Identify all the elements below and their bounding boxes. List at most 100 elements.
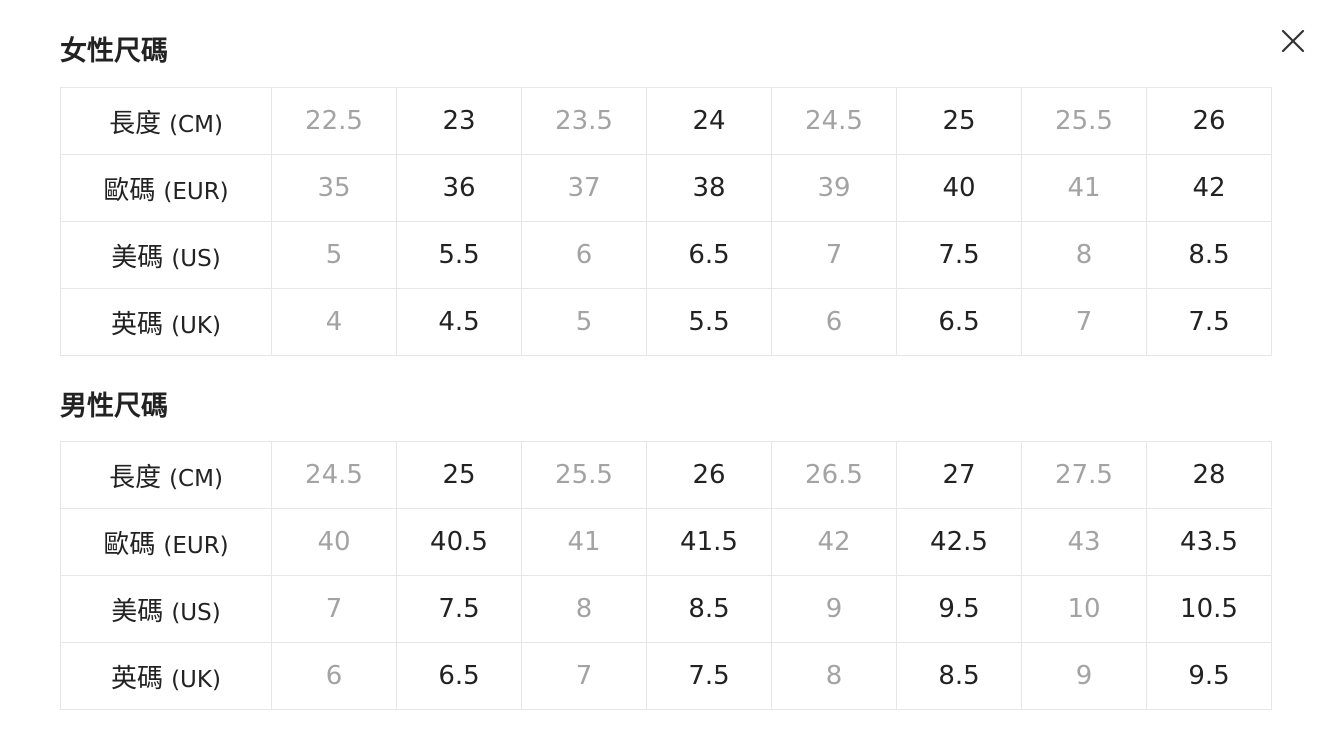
women-size-title: 女性尺碼 [60, 36, 168, 67]
row-unit: (US) [171, 245, 221, 272]
size-value-cell: 6.5 [896, 288, 1022, 356]
size-value-cell: 25.5 [521, 441, 647, 509]
row-label-cell: 歐碼 (EUR) [60, 154, 272, 222]
size-value-cell: 38 [646, 154, 772, 222]
size-value-cell: 27.5 [1021, 441, 1147, 509]
size-value-cell: 5 [271, 221, 397, 289]
row-label-cell: 歐碼 (EUR) [60, 508, 272, 576]
size-row: 英碼 (UK) 4 4.5 5 5.5 6 6.5 7 7.5 [60, 288, 1272, 356]
row-unit: (CM) [169, 465, 223, 492]
row-label-cell: 英碼 (UK) [60, 288, 272, 356]
size-value-cell: 7 [1021, 288, 1147, 356]
size-value-cell: 26.5 [771, 441, 897, 509]
size-value-cell: 5.5 [646, 288, 772, 356]
size-value-cell: 7 [521, 642, 647, 710]
row-label: 英碼 [111, 663, 164, 694]
close-icon[interactable] [1278, 26, 1308, 56]
size-value-cell: 24.5 [271, 441, 397, 509]
size-value-cell: 8 [771, 642, 897, 710]
size-value-cell: 24 [646, 87, 772, 155]
men-size-title: 男性尺碼 [60, 391, 168, 422]
size-value-cell: 25.5 [1021, 87, 1147, 155]
men-size-table: 長度 (CM) 24.5 25 25.5 26 26.5 27 27.5 28 歐碼 (EUR) 40 4… [60, 441, 1272, 710]
size-value-cell: 42.5 [896, 508, 1022, 576]
size-value-cell: 23.5 [521, 87, 647, 155]
row-unit: (EUR) [163, 178, 229, 205]
size-value-cell: 25 [396, 441, 522, 509]
row-label: 美碼 [111, 242, 164, 273]
size-value-cell: 8 [1021, 221, 1147, 289]
row-label: 美碼 [111, 596, 164, 627]
size-value-cell: 37 [521, 154, 647, 222]
size-row: 長度 (CM) 22.5 23 23.5 24 24.5 25 25.5 26 [60, 87, 1272, 155]
close-button[interactable] [1278, 26, 1308, 56]
size-value-cell: 9.5 [1146, 642, 1272, 710]
size-value-cell: 9.5 [896, 575, 1022, 643]
size-value-cell: 4.5 [396, 288, 522, 356]
size-row: 長度 (CM) 24.5 25 25.5 26 26.5 27 27.5 28 [60, 441, 1272, 509]
size-value-cell: 24.5 [771, 87, 897, 155]
size-value-cell: 8 [521, 575, 647, 643]
size-value-cell: 8.5 [1146, 221, 1272, 289]
size-value-cell: 26 [1146, 87, 1272, 155]
size-value-cell: 7.5 [646, 642, 772, 710]
size-value-cell: 41.5 [646, 508, 772, 576]
size-value-cell: 7.5 [896, 221, 1022, 289]
size-value-cell: 28 [1146, 441, 1272, 509]
size-value-cell: 6 [271, 642, 397, 710]
men-size-rows: 長度 (CM) 24.5 25 25.5 26 26.5 27 27.5 28 歐碼 (EUR) 40 4… [60, 441, 1272, 710]
size-row: 美碼 (US) 5 5.5 6 6.5 7 7.5 8 8.5 [60, 221, 1272, 289]
row-unit: (EUR) [163, 532, 229, 559]
row-label-cell: 英碼 (UK) [60, 642, 272, 710]
size-value-cell: 27 [896, 441, 1022, 509]
size-value-cell: 39 [771, 154, 897, 222]
size-value-cell: 9 [771, 575, 897, 643]
size-row: 美碼 (US) 7 7.5 8 8.5 9 9.5 10 10.5 [60, 575, 1272, 643]
size-value-cell: 23 [396, 87, 522, 155]
size-value-cell: 10.5 [1146, 575, 1272, 643]
size-value-cell: 43 [1021, 508, 1147, 576]
row-label: 歐碼 [103, 175, 156, 206]
row-label-cell: 美碼 (US) [60, 575, 272, 643]
size-value-cell: 41 [521, 508, 647, 576]
size-value-cell: 6.5 [396, 642, 522, 710]
row-label-cell: 美碼 (US) [60, 221, 272, 289]
size-value-cell: 8.5 [896, 642, 1022, 710]
size-value-cell: 8.5 [646, 575, 772, 643]
size-value-cell: 7 [771, 221, 897, 289]
size-value-cell: 40.5 [396, 508, 522, 576]
size-value-cell: 7 [271, 575, 397, 643]
row-unit: (CM) [169, 111, 223, 138]
row-label-cell: 長度 (CM) [60, 87, 272, 155]
size-value-cell: 35 [271, 154, 397, 222]
size-value-cell: 9 [1021, 642, 1147, 710]
size-value-cell: 43.5 [1146, 508, 1272, 576]
row-label-cell: 長度 (CM) [60, 441, 272, 509]
row-label: 長度 [109, 462, 162, 493]
row-unit: (UK) [171, 312, 221, 339]
size-value-cell: 6 [771, 288, 897, 356]
size-row: 歐碼 (EUR) 35 36 37 38 39 40 41 42 [60, 154, 1272, 222]
row-unit: (UK) [171, 666, 221, 693]
size-value-cell: 6.5 [646, 221, 772, 289]
size-row: 英碼 (UK) 6 6.5 7 7.5 8 8.5 9 9.5 [60, 642, 1272, 710]
size-value-cell: 5 [521, 288, 647, 356]
size-value-cell: 40 [896, 154, 1022, 222]
women-size-table: 長度 (CM) 22.5 23 23.5 24 24.5 25 25.5 26 歐碼 (EUR) 35 3… [60, 87, 1272, 356]
size-row: 歐碼 (EUR) 40 40.5 41 41.5 42 42.5 43 43.5 [60, 508, 1272, 576]
size-value-cell: 41 [1021, 154, 1147, 222]
size-value-cell: 40 [271, 508, 397, 576]
row-label: 歐碼 [103, 529, 156, 560]
size-value-cell: 42 [771, 508, 897, 576]
size-value-cell: 26 [646, 441, 772, 509]
row-unit: (US) [171, 599, 221, 626]
size-value-cell: 25 [896, 87, 1022, 155]
size-value-cell: 22.5 [271, 87, 397, 155]
row-label: 長度 [109, 108, 162, 139]
row-label: 英碼 [111, 309, 164, 340]
size-value-cell: 6 [521, 221, 647, 289]
size-value-cell: 5.5 [396, 221, 522, 289]
size-value-cell: 7.5 [396, 575, 522, 643]
size-value-cell: 42 [1146, 154, 1272, 222]
